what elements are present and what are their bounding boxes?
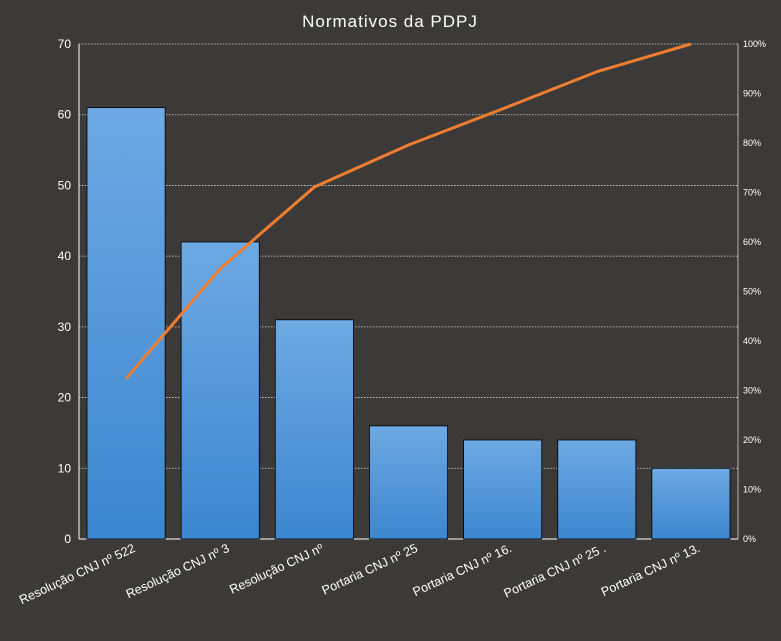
- bar: [369, 425, 448, 540]
- y2-tick-label: 10%: [743, 485, 761, 495]
- bar: [86, 107, 166, 540]
- y2-tick-label: 0%: [743, 534, 756, 544]
- y-tick-label: 40: [58, 249, 72, 263]
- y-tick-label: 60: [58, 108, 72, 122]
- y2-tick-label: 20%: [743, 435, 761, 445]
- bar: [180, 241, 260, 540]
- y-tick-label: 30: [58, 320, 72, 334]
- y2-tick-label: 40%: [743, 336, 761, 346]
- y-tick-label: 70: [58, 37, 72, 51]
- bar: [557, 439, 637, 540]
- bar: [274, 319, 354, 540]
- y2-tick-label: 60%: [743, 237, 761, 247]
- y2-tick-label: 80%: [743, 138, 761, 148]
- chart-title: Normativos da PDPJ: [302, 12, 478, 31]
- left-axis: 0 10 20 30 40 50 60 70: [58, 37, 72, 546]
- bar: [463, 439, 543, 540]
- y2-tick-label: 70%: [743, 188, 761, 198]
- bar-series: [86, 107, 731, 540]
- y2-tick-label: 90%: [743, 89, 761, 99]
- right-axis: 0% 10% 20% 30% 40% 50% 60% 70% 80% 90% 100%: [743, 39, 766, 544]
- y2-tick-label: 50%: [743, 287, 761, 297]
- cumulative-line: [124, 42, 692, 380]
- y-tick-label: 20: [58, 391, 72, 405]
- cumulative-line-series: [124, 42, 692, 380]
- y2-tick-label: 100%: [743, 39, 766, 49]
- y2-tick-label: 30%: [743, 386, 761, 396]
- y-tick-label: 50: [58, 178, 72, 192]
- bar: [651, 467, 731, 540]
- y-tick-label: 0: [64, 532, 71, 546]
- y-tick-label: 10: [58, 461, 72, 475]
